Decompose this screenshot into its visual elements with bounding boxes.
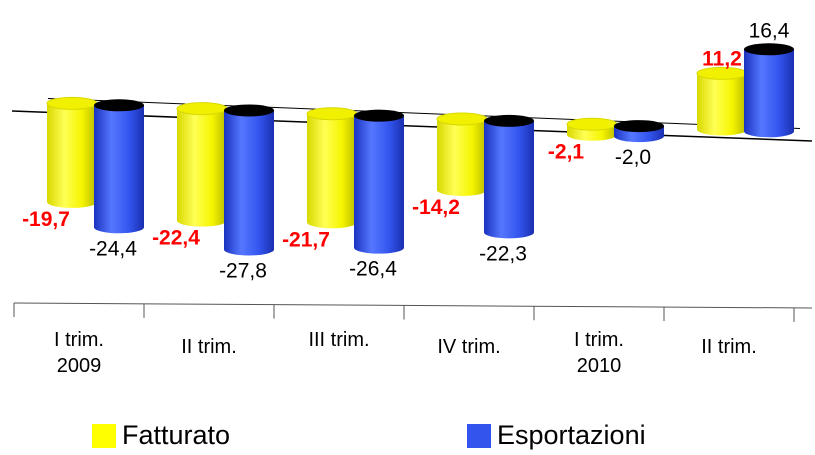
bar-body [307, 113, 357, 223]
value-label-fatturato-3: -21,7 [282, 228, 330, 251]
bar-top [176, 102, 228, 116]
bar-esportazioni-1 [94, 99, 144, 234]
bar-base [614, 130, 664, 143]
bar-top [306, 107, 358, 121]
value-label-esportazioni-5: -2,0 [615, 146, 651, 169]
bar-base [744, 125, 794, 138]
bar-base [697, 123, 747, 136]
value-label-fatturato-2: -22,4 [152, 227, 200, 250]
category-label-5: I trim. 2010 [574, 329, 624, 377]
bar-esportazioni-2 [224, 104, 274, 256]
legend-swatch-esportazioni [467, 423, 491, 448]
bar-base [437, 184, 487, 196]
bar-body [697, 73, 747, 130]
bar-top [46, 96, 98, 110]
value-label-esportazioni-1: -24,4 [89, 237, 137, 260]
bar-base [567, 128, 617, 141]
bar-esportazioni-4 [484, 114, 534, 239]
bar-body [354, 115, 404, 248]
category-label-4: IV trim. [437, 336, 500, 358]
zero-baseline [11, 110, 813, 142]
bar-fatturato-1 [46, 96, 98, 208]
value-label-esportazioni-6: 16,4 [749, 19, 790, 42]
bar-fatturato-2 [176, 102, 228, 227]
bar-top [436, 112, 488, 126]
zero-plane-back-edge [47, 97, 801, 130]
legend-label-esportazioni: Esportazioni [497, 420, 646, 450]
bar-esportazioni-5 [614, 120, 664, 143]
bar-body [177, 108, 227, 221]
bar-fatturato-4 [436, 112, 488, 196]
bar-top [484, 114, 534, 127]
bar-base [354, 241, 404, 254]
bar-body [744, 49, 794, 132]
bar-top [224, 104, 274, 117]
bar-base [224, 243, 274, 256]
bar-base [177, 214, 227, 227]
value-label-fatturato-1: -19,7 [22, 208, 70, 231]
value-label-esportazioni-3: -26,4 [349, 258, 397, 281]
bar-fatturato-5 [566, 117, 618, 141]
bar-top [566, 117, 618, 131]
category-label-6: II trim. [701, 336, 757, 358]
category-label-3: III trim. [308, 329, 369, 351]
bar-body [224, 110, 274, 250]
bar-base [484, 226, 534, 239]
bar-esportazioni-3 [354, 109, 404, 254]
legend-label-fatturato: Fatturato [122, 420, 231, 450]
legend-item-esportazioni: Esportazioni [467, 420, 646, 451]
bar-chart: -19,7 -22,4 -21,7 -14,2 -2,1 11,2 -24,4 -27,8 -2… [11, 19, 813, 377]
legend-swatch-fatturato [92, 423, 116, 448]
bar-body [484, 120, 534, 233]
legend-item-fatturato: Fatturato [92, 420, 230, 451]
bar-top [94, 99, 144, 112]
category-axis [13, 302, 813, 309]
bar-body [437, 119, 487, 190]
bar-base [47, 195, 97, 208]
category-label-1: I trim. 2009 [54, 329, 104, 377]
bar-base [307, 216, 357, 229]
value-label-fatturato-6: 11,2 [702, 47, 742, 70]
value-label-fatturato-4: -14,2 [412, 196, 460, 219]
category-label-2: II trim. [181, 336, 237, 358]
bar-body [47, 103, 97, 202]
bar-fatturato-6 [696, 66, 748, 136]
bar-body [94, 105, 144, 228]
bar-top [744, 43, 794, 56]
bar-esportazioni-6 [744, 43, 794, 138]
bar-fatturato-3 [306, 107, 358, 229]
value-label-esportazioni-4: -22,3 [479, 242, 527, 265]
bar-top [614, 120, 664, 133]
value-label-fatturato-5: -2,1 [548, 141, 585, 164]
value-label-esportazioni-2: -27,8 [219, 259, 267, 282]
legend: Fatturato Esportazioni [0, 420, 815, 455]
bar-base [94, 221, 144, 234]
bar-top [354, 109, 404, 122]
